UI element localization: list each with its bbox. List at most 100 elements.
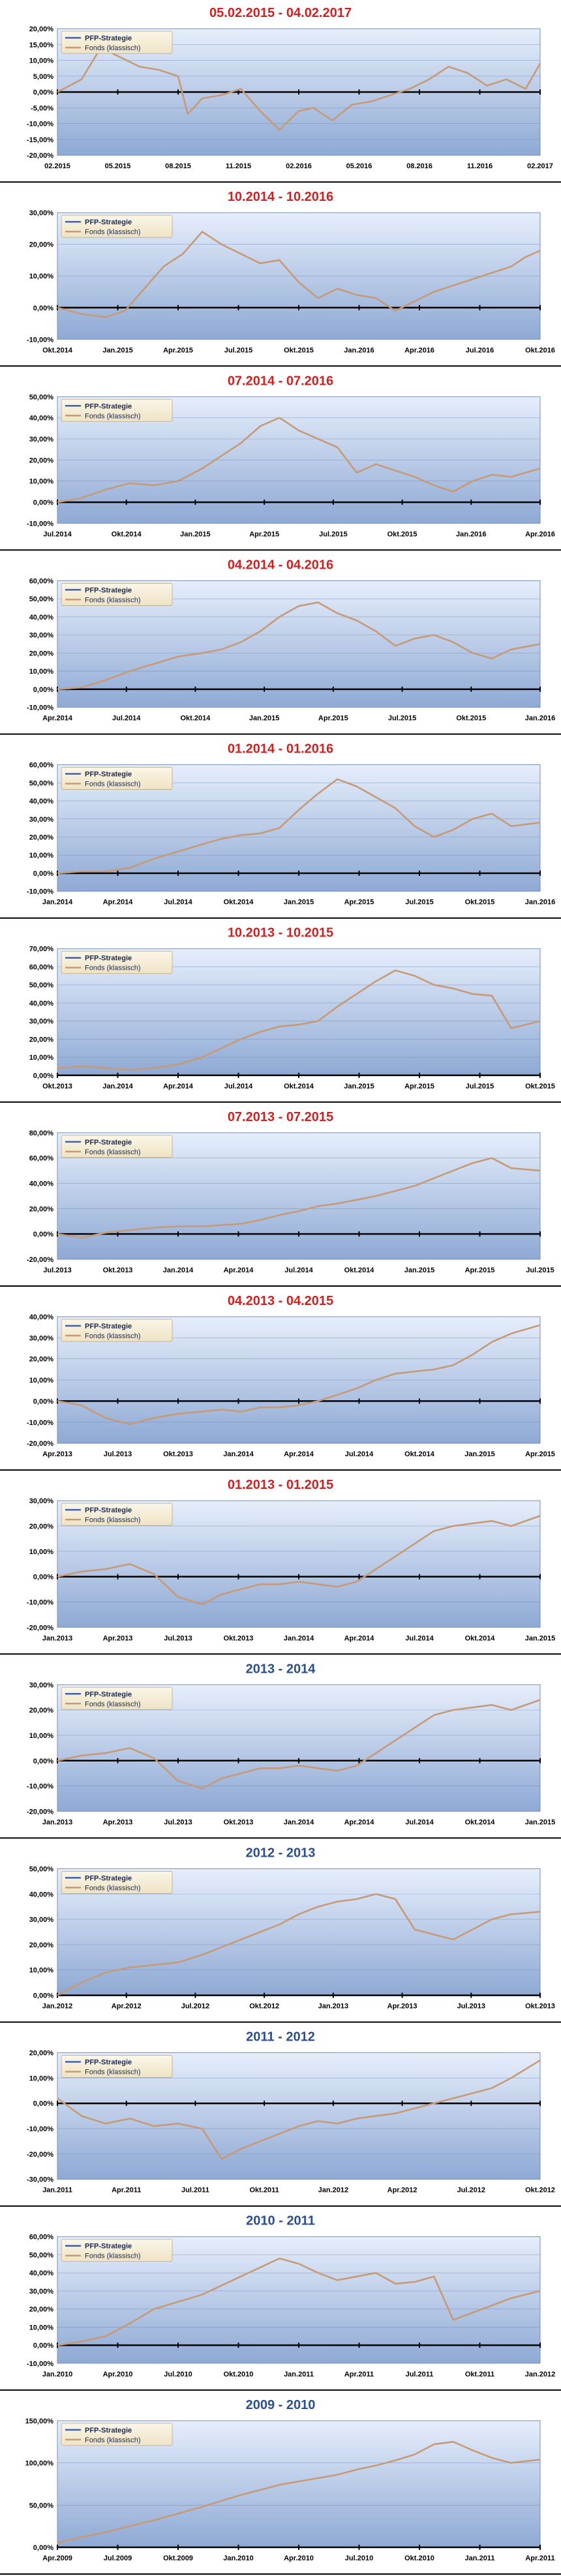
x-tick-label: Jan.2015 — [180, 530, 210, 538]
legend-box — [61, 767, 173, 790]
x-tick-label: Jan.2015 — [249, 715, 279, 723]
y-tick-label: 0,00% — [33, 499, 53, 507]
chart-panel-14: 2009 - 2010 0,00% 50,00% 100,00% 150,00% Apr.… — [0, 2398, 561, 2575]
y-tick-label: 0,00% — [33, 1992, 53, 2000]
fonds-series-line — [57, 778, 541, 875]
legend-label-strategy: PFP-Strategie — [85, 2427, 132, 2434]
chart-panel-11: 2012 - 2013 0,00% 10,00% 20,00% 30,00% 40,00%… — [0, 1846, 561, 2023]
y-tick-label: 20,00% — [29, 25, 54, 33]
y-tick-label: 0,00% — [33, 305, 53, 312]
fonds-series-line — [57, 2440, 541, 2544]
x-tick-label: Jan.2016 — [525, 899, 555, 906]
y-tick-label: 40,00% — [29, 1180, 54, 1188]
chart-panel-1: 05.02.2015 - 04.02.2017 -20,00% -15,00% -10… — [0, 6, 561, 183]
y-tick-label: 0,00% — [33, 1231, 53, 1238]
legend-label-fonds: Fonds (klassisch) — [85, 412, 141, 420]
legend-label-strategy: PFP-Strategie — [85, 218, 132, 226]
x-tick-label: 05.2015 — [105, 162, 131, 170]
y-tick-label: 80,00% — [29, 1130, 54, 1137]
x-tick-label: Apr.2016 — [525, 530, 555, 538]
x-tick-label: 02.2015 — [44, 162, 70, 170]
legend: PFP-Strategie Fonds (klassisch) — [61, 215, 173, 238]
legend-label-fonds: Fonds (klassisch) — [85, 2436, 141, 2444]
x-tick-label: Okt.2014 — [224, 899, 254, 906]
x-tick-label: Apr.2014 — [344, 1818, 375, 1826]
x-tick-label: 08.2015 — [165, 162, 191, 170]
y-tick-label: 0,00% — [33, 686, 53, 694]
y-tick-label: 0,00% — [33, 89, 53, 97]
y-tick-label: 50,00% — [29, 981, 54, 989]
chart-panel-13: 2010 - 2011 -10,00% 0,00% 10,00% 20,00% 30,00… — [0, 2214, 561, 2391]
x-tick-label: Apr.2015 — [318, 715, 348, 723]
y-tick-label: 5,00% — [33, 73, 53, 81]
y-tick-label: 20,00% — [29, 834, 54, 842]
x-tick-label: Jul.2012 — [181, 2003, 209, 2011]
y-tick-label: 150,00% — [25, 2418, 54, 2425]
x-tick-label: Jan.2012 — [318, 2187, 348, 2194]
x-tick-label: Apr.2014 — [224, 1266, 254, 1274]
y-tick-label: 100,00% — [25, 2460, 54, 2468]
x-tick-label: Apr.2014 — [42, 715, 73, 723]
x-tick-label: Jan.2015 — [525, 1818, 555, 1826]
y-tick-label: 40,00% — [29, 798, 54, 805]
x-tick-label: Apr.2015 — [344, 899, 374, 906]
legend-label-fonds: Fonds (klassisch) — [85, 44, 141, 52]
legend: PFP-Strategie Fonds (klassisch) — [61, 398, 173, 422]
x-tick-label: Jan.2011 — [284, 2371, 314, 2378]
y-tick-label: 40,00% — [29, 415, 54, 423]
y-tick-label: 20,00% — [29, 1941, 54, 1949]
x-tick-label: Jul.2009 — [104, 2554, 132, 2562]
legend-box — [61, 2055, 173, 2078]
x-tick-label: Jan.2016 — [525, 715, 555, 723]
fonds-series-line — [57, 1157, 541, 1239]
x-tick-label: Okt.2014 — [344, 1266, 375, 1274]
legend-label-strategy: PFP-Strategie — [85, 1139, 132, 1146]
y-tick-label: 20,00% — [29, 1036, 54, 1043]
y-tick-label: 30,00% — [29, 209, 54, 217]
x-tick-label: Okt.2009 — [163, 2554, 193, 2562]
fonds-series-line — [57, 46, 541, 131]
x-tick-label: Jul.2015 — [319, 530, 347, 538]
fonds-series-line — [57, 231, 541, 318]
x-tick-label: Okt.2013 — [103, 1266, 133, 1274]
fonds-series-line — [57, 1515, 541, 1606]
y-tick-label: 10,00% — [29, 478, 54, 486]
x-tick-label: Apr.2012 — [112, 2003, 142, 2011]
x-tick-label: Okt.2015 — [387, 530, 417, 538]
legend: PFP-Strategie Fonds (klassisch) — [61, 951, 173, 974]
y-tick-label: -20,00% — [27, 1624, 53, 1632]
y-tick-label: 10,00% — [29, 1054, 54, 1062]
x-tick-label: Okt.2015 — [284, 346, 314, 354]
x-tick-label: Jul.2012 — [457, 2187, 485, 2194]
y-tick-label: 10,00% — [29, 852, 54, 860]
x-tick-label: Jan.2012 — [525, 2371, 555, 2378]
x-tick-label: Jul.2011 — [406, 2371, 434, 2378]
y-tick-label: -10,00% — [27, 336, 53, 344]
x-tick-label: 11.2016 — [467, 162, 493, 170]
y-tick-label: 20,00% — [29, 241, 54, 249]
x-tick-label: Apr.2011 — [525, 2554, 554, 2562]
x-tick-label: 02.2017 — [527, 162, 553, 170]
x-tick-label: Okt.2013 — [224, 1634, 254, 1642]
x-tick-label: 02.2016 — [286, 162, 312, 170]
y-tick-label: 0,00% — [33, 1398, 53, 1405]
y-tick-label: 0,00% — [33, 2100, 53, 2108]
x-tick-label: 08.2016 — [406, 162, 432, 170]
x-tick-label: Jul.2013 — [164, 1634, 192, 1642]
legend-label-strategy: PFP-Strategie — [85, 1690, 132, 1698]
chart-title: 2012 - 2013 — [246, 1846, 316, 1860]
y-tick-label: 30,00% — [29, 1497, 54, 1505]
legend: PFP-Strategie Fonds (klassisch) — [61, 2239, 173, 2262]
x-tick-label: Jan.2010 — [223, 2554, 253, 2562]
y-tick-label: 10,00% — [29, 1967, 54, 1975]
legend: PFP-Strategie Fonds (klassisch) — [61, 1871, 173, 1894]
y-tick-label: -10,00% — [27, 121, 53, 128]
x-tick-label: Jul.2015 — [466, 1083, 494, 1090]
legend-label-strategy: PFP-Strategie — [85, 1874, 132, 1882]
legend-box — [61, 31, 173, 54]
legend-box — [61, 2423, 173, 2446]
fonds-series-line — [57, 2059, 541, 2160]
legend-label-strategy: PFP-Strategie — [85, 586, 132, 594]
y-tick-label: -10,00% — [27, 1419, 53, 1427]
x-tick-label: Jan.2016 — [456, 530, 486, 538]
